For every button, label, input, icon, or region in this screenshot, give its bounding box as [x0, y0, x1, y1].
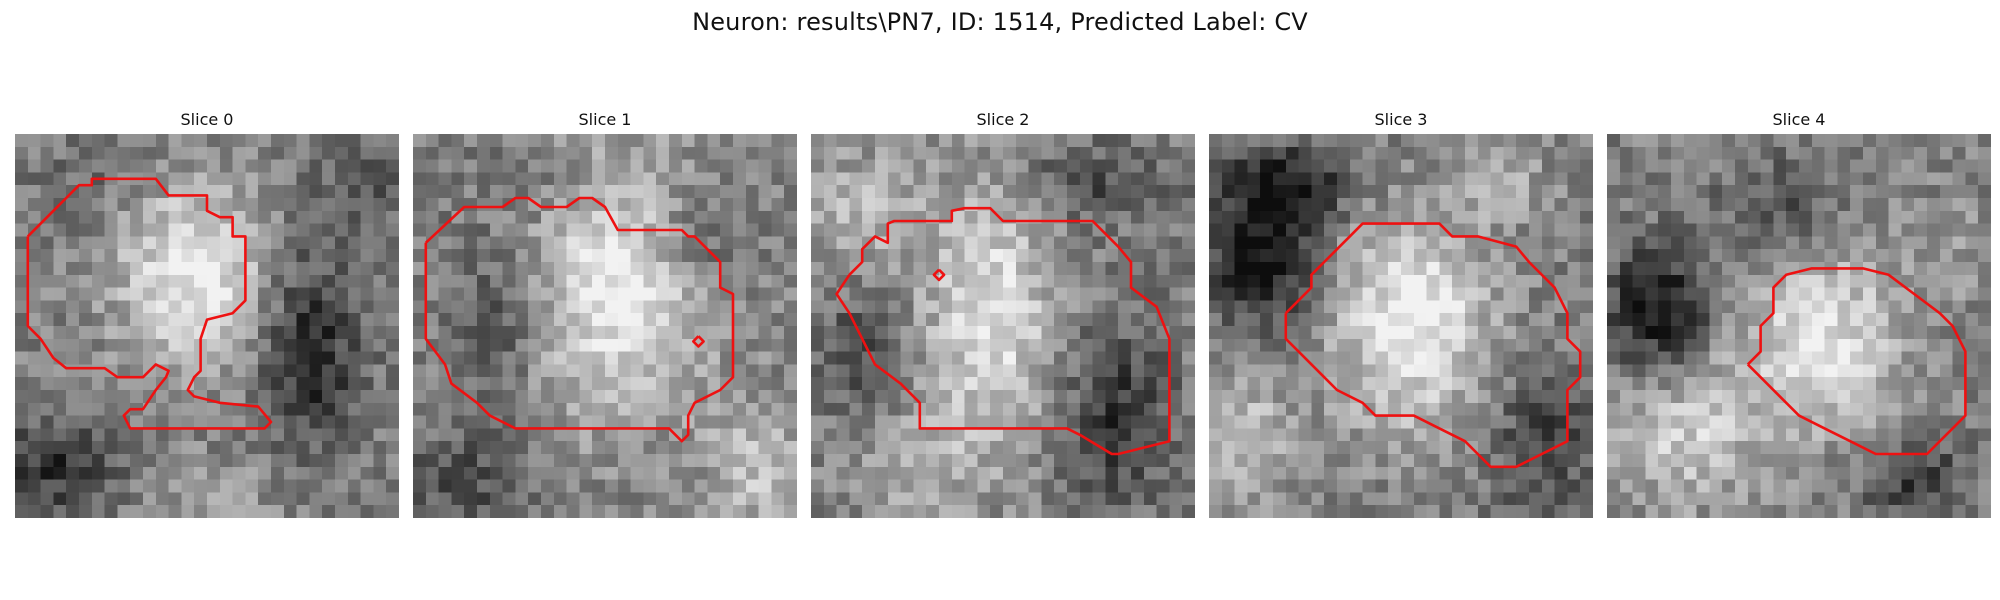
slice-image — [413, 134, 797, 518]
slice-title: Slice 2 — [976, 110, 1030, 129]
slice-image — [15, 134, 399, 518]
segmentation-contour — [26, 177, 273, 430]
segmentation-contour — [1284, 222, 1582, 469]
slice-title: Slice 3 — [1374, 110, 1428, 129]
segmentation-contour — [691, 335, 705, 348]
segmentation-contour — [1746, 267, 1967, 456]
figure-title: Neuron: results\PN7, ID: 1514, Predicted… — [692, 8, 1308, 36]
slice-image — [811, 134, 1195, 518]
slice-title: Slice 4 — [1772, 110, 1826, 129]
slice-image — [1607, 134, 1991, 518]
slice-title: Slice 0 — [180, 110, 234, 129]
segmentation-contour — [835, 206, 1171, 456]
segmentation-contour — [932, 268, 946, 282]
slice-image — [1209, 134, 1593, 518]
slice-title: Slice 1 — [578, 110, 632, 129]
segmentation-contour — [424, 196, 735, 443]
